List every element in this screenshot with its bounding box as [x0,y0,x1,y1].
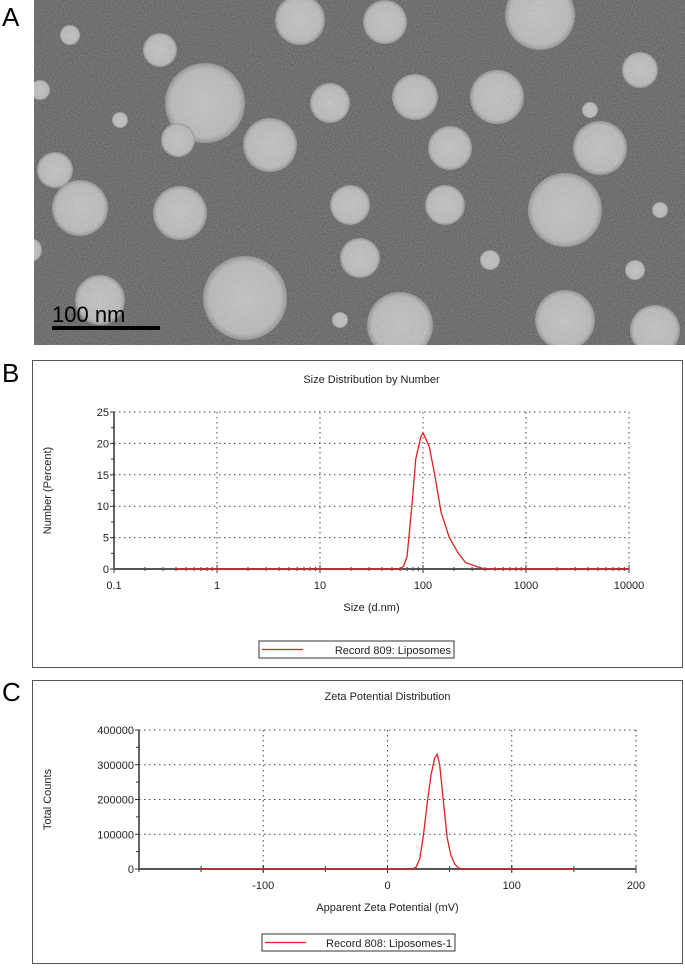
x-tick-label: 1000 [514,580,538,592]
size-distribution-panel: Size Distribution by Number 0 5 10 15 20 25 0.1… [32,360,683,668]
x-tick-label: 200 [627,880,645,892]
y-tick-label: 100000 [97,829,134,841]
panel-label-b: B [2,358,19,389]
series-line [176,433,629,569]
tem-micrograph: 100 nm [34,0,685,345]
x-tick-label: 0 [384,880,390,892]
y-tick-label: 5 [103,533,109,545]
x-tick-label: -100 [252,880,274,892]
y-tick-label: 300000 [97,760,134,772]
size-distribution-chart: Size Distribution by Number 0 5 10 15 20 25 0.1… [33,361,682,667]
y-axis-label: Total Counts [42,768,54,830]
y-axis-label: Number (Percent) [42,447,54,534]
y-tick-label: 200000 [97,795,134,807]
x-axis-label: Apparent Zeta Potential (mV) [316,902,458,914]
x-tick-label: 1 [214,580,220,592]
x-tick-label: 10000 [614,580,645,592]
x-axis-label: Size (d.nm) [343,602,399,614]
legend-label: Record 809: Liposomes [335,645,452,657]
chart-title: Size Distribution by Number [303,374,440,386]
y-tick-label: 15 [97,470,109,482]
panel-label-c: C [2,677,21,708]
y-tick-label: 10 [97,501,109,513]
x-tick-label: 10 [314,580,326,592]
x-tick-label: 100 [503,880,521,892]
y-tick-label: 20 [97,438,109,450]
series-line [201,754,574,869]
legend: Record 809: Liposomes [259,641,454,658]
scale-bar-label: 100 nm [52,302,125,327]
y-tick-label: 400000 [97,725,134,737]
legend-label: Record 808: Liposomes-1 [326,938,452,950]
y-tick-label: 0 [103,564,109,576]
panel-label-a: A [2,2,19,33]
chart-title: Zeta Potential Distribution [325,691,451,703]
x-tick-label: 100 [414,580,432,592]
y-tick-label: 25 [97,407,109,419]
legend: Record 808: Liposomes-1 [262,934,455,951]
x-tick-label: 0.1 [106,580,121,592]
zeta-potential-chart: Zeta Potential Distribution 0 100000 200000… [33,681,682,963]
y-tick-label: 0 [128,864,134,876]
zeta-potential-panel: Zeta Potential Distribution 0 100000 200000… [32,680,683,964]
